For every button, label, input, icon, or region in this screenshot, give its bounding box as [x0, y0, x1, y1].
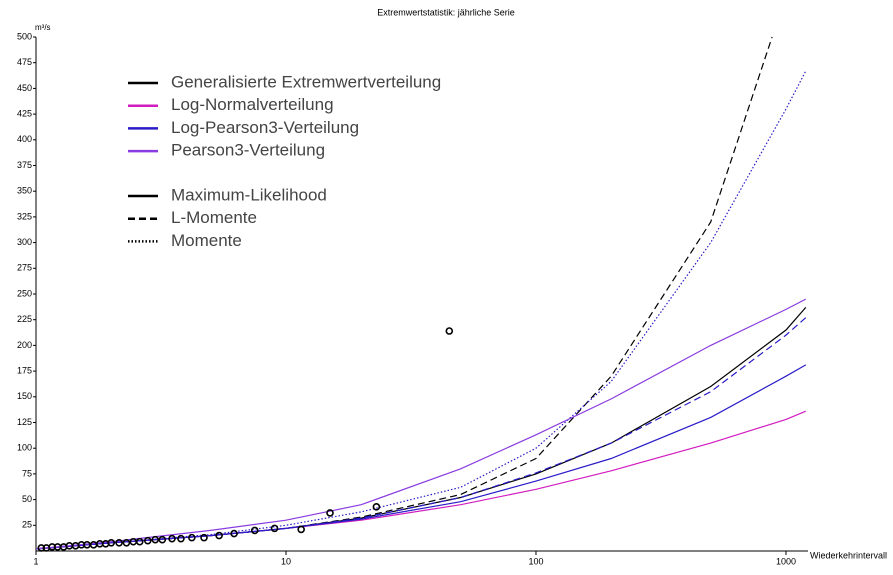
observation [143, 536, 152, 545]
series-line [35, 317, 807, 550]
y-tick-label: 500 [17, 31, 32, 41]
observation [372, 502, 381, 511]
y-tick-label: 450 [17, 83, 32, 93]
y-tick-label: 225 [17, 314, 32, 324]
legend-label: Maximum-Likelihood [171, 185, 327, 204]
x-axis-label: Wiederkehrintervall [810, 550, 887, 560]
observation [297, 525, 305, 534]
observation [135, 537, 144, 546]
y-tick-label: 200 [17, 340, 32, 350]
y-tick-label: 400 [17, 134, 32, 144]
observation [445, 327, 454, 335]
y-tick-label: 475 [17, 57, 32, 67]
y-tick-label: 175 [17, 365, 32, 375]
observation [250, 526, 259, 535]
series-line [35, 298, 807, 550]
series-line [35, 410, 807, 550]
y-tick-label: 125 [17, 417, 32, 427]
observation [215, 531, 223, 540]
observation [200, 533, 208, 542]
legend-label: Log-Normalverteilung [171, 95, 334, 114]
observation [270, 524, 279, 533]
y-tick-label: 150 [17, 391, 32, 401]
y-tick-label: 100 [17, 443, 32, 453]
y-tick-label: 25 [22, 520, 32, 530]
y-tick-label: 275 [17, 263, 32, 273]
y-tick-label: 325 [17, 211, 32, 221]
y-tick-label: 375 [17, 160, 32, 170]
chart-title: Extremwertstatistik: jährliche Serie [377, 7, 515, 17]
observation [168, 534, 176, 543]
observation [230, 529, 238, 538]
y-tick-label: 50 [22, 494, 32, 504]
observation [129, 537, 138, 546]
y-tick-label: 425 [17, 108, 32, 118]
series-line [35, 36, 773, 550]
observation [37, 544, 46, 552]
legend-label: Momente [171, 231, 242, 250]
observation [151, 535, 160, 544]
series-line [35, 364, 807, 550]
observation [115, 538, 123, 547]
y-tick-label: 350 [17, 186, 32, 196]
observation [326, 509, 334, 517]
x-tick-label: 1 [33, 556, 38, 566]
x-tick-label: 1000 [776, 556, 796, 566]
observation [188, 533, 196, 542]
y-tick-label: 250 [17, 288, 32, 298]
y-tick-label: 75 [22, 468, 32, 478]
legend-label: Generalisierte Extremwertverteilung [171, 72, 441, 91]
legend-label: Log-Pearson3-Verteilung [171, 118, 359, 137]
x-tick-label: 100 [528, 556, 543, 566]
observation [158, 535, 167, 544]
series-line [35, 307, 807, 550]
x-tick-label: 10 [281, 556, 291, 566]
y-tick-label: 300 [17, 237, 32, 247]
y-axis-label: m³/s [35, 23, 51, 32]
observation [122, 538, 131, 547]
legend-label: Pearson3-Verteilung [171, 141, 325, 160]
observation [177, 534, 185, 543]
series-line [35, 70, 807, 550]
legend-label: L-Momente [171, 208, 257, 227]
observation [42, 544, 51, 552]
